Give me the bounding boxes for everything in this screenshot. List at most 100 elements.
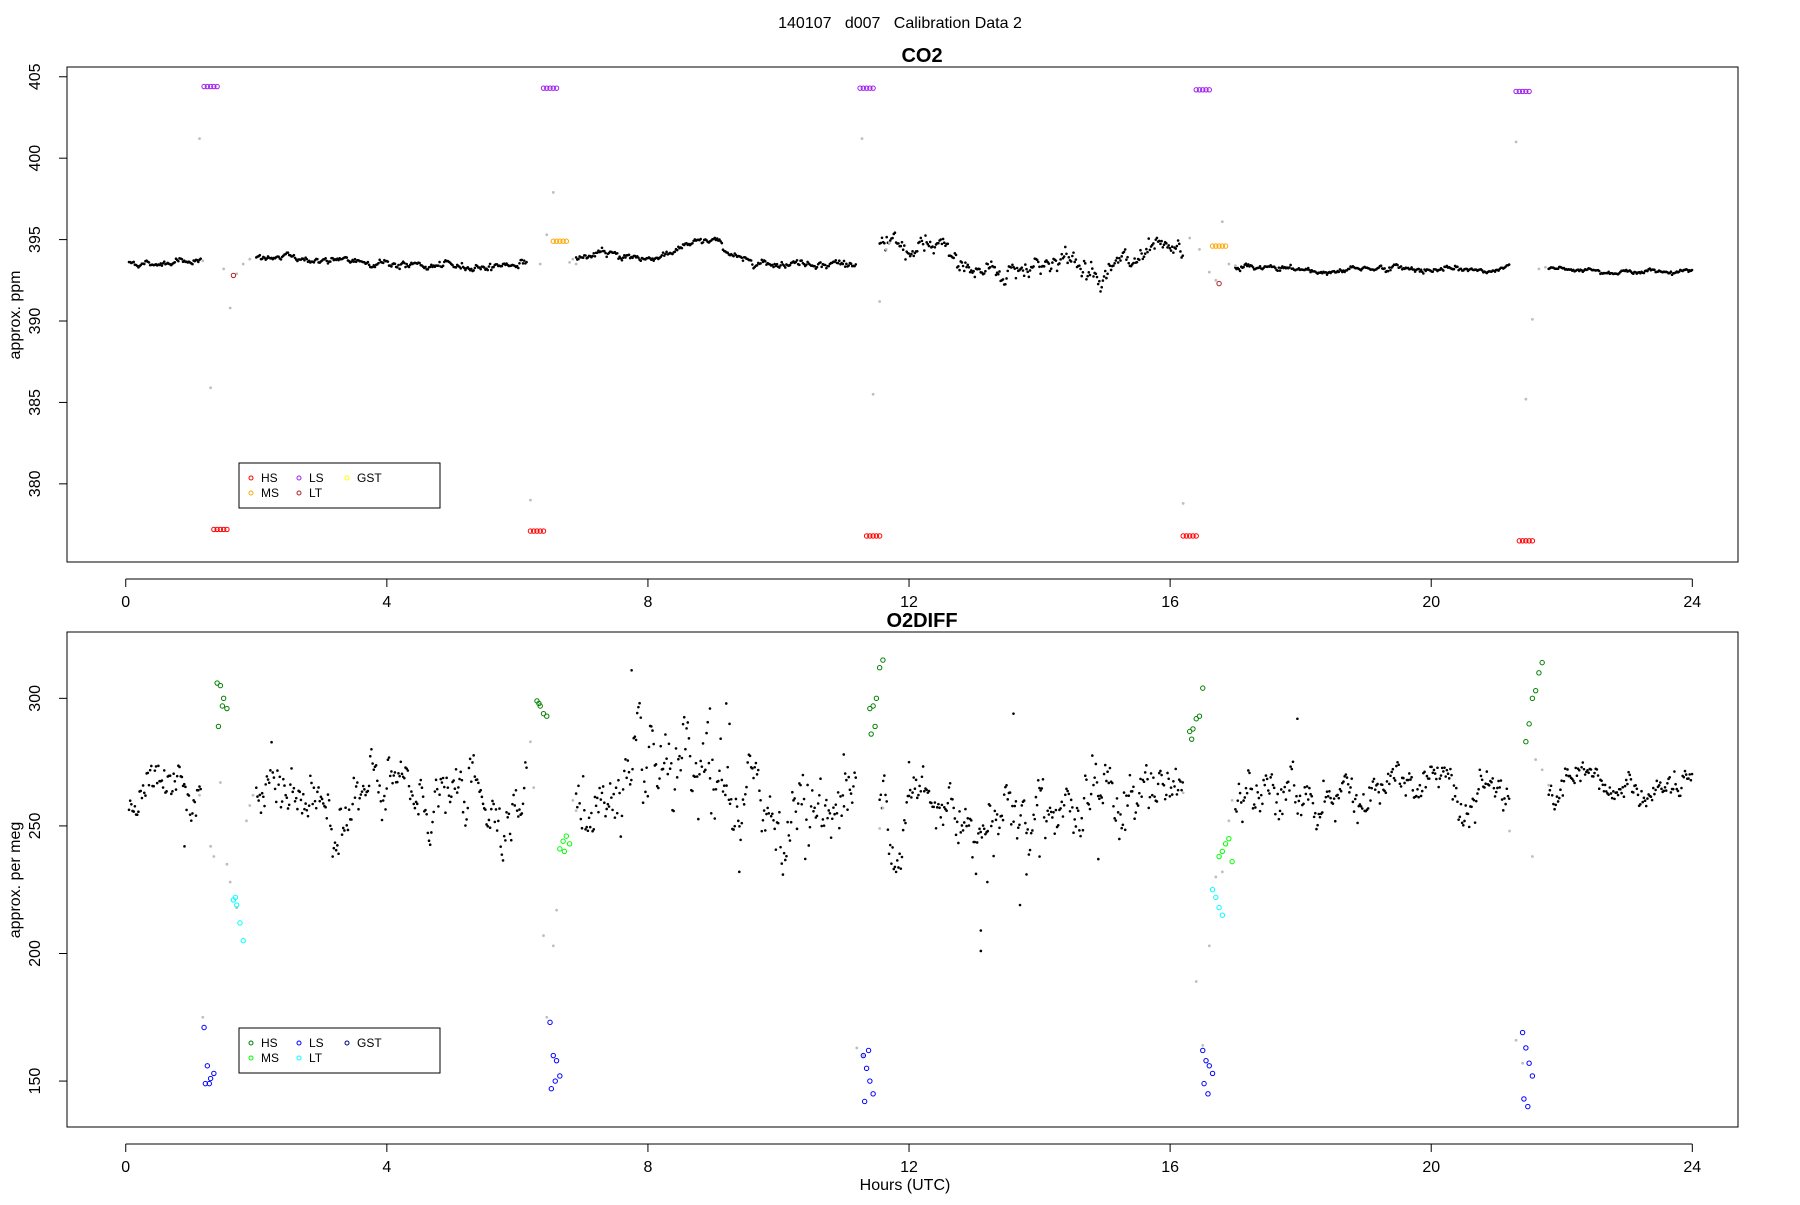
o2diff-ambient-point xyxy=(945,809,948,813)
o2diff-ambient-point xyxy=(170,792,173,796)
o2diff-hs-point xyxy=(1190,726,1196,732)
co2-ambient-point xyxy=(627,253,631,257)
o2diff-ambient-point xyxy=(477,781,480,785)
o2diff-ambient-point xyxy=(808,825,812,829)
co2-ambient-point xyxy=(577,257,580,261)
o2diff-ambient-point xyxy=(919,789,923,793)
o2diff-ambient-point xyxy=(325,816,329,820)
o2diff-ambient-point xyxy=(604,814,607,818)
o2diff-ambient-point xyxy=(821,818,825,821)
o2diff-ambient-point xyxy=(1500,798,1504,801)
o2diff-ambient-point xyxy=(688,754,692,758)
o2diff-ambient-point xyxy=(254,786,258,790)
o2diff-ambient-point xyxy=(783,858,787,862)
co2-ambient-point xyxy=(1396,263,1399,267)
o2diff-ambient-point xyxy=(706,720,710,724)
o2diff-ambient-point xyxy=(677,757,680,761)
o2diff-ambient-point xyxy=(399,760,403,764)
co2-ambient-point xyxy=(1042,265,1046,268)
o2diff-ambient-point xyxy=(1627,770,1630,774)
o2diff-ambient-point xyxy=(1643,799,1647,803)
co2-ambient-point xyxy=(521,262,525,265)
o2diff-ambient-point xyxy=(782,851,786,855)
o2diff-ambient-point xyxy=(358,796,361,800)
o2diff-ambient-point xyxy=(1127,794,1131,797)
o2diff-ambient-point xyxy=(415,802,419,806)
co2-ambient-point xyxy=(885,235,889,239)
o2diff-hs-point xyxy=(1187,728,1193,735)
o2diff-ambient-point xyxy=(1014,800,1018,803)
co2-hs-point xyxy=(1516,538,1523,544)
o2diff-ambient-point xyxy=(524,761,527,764)
o2diff-ambient-point xyxy=(357,807,360,811)
o2diff-ambient-point xyxy=(1580,765,1583,769)
o2diff-ambient-point xyxy=(1121,823,1125,827)
o2diff-ambient-point xyxy=(445,776,448,780)
co2-ambient-point xyxy=(1074,258,1078,261)
o2diff-ambient-point xyxy=(1548,788,1552,792)
o2diff-x-tick-label: 20 xyxy=(1422,1159,1440,1176)
o2diff-ambient-point xyxy=(1373,788,1377,791)
co2-legend-box xyxy=(238,462,441,509)
o2diff-ambient-point xyxy=(1147,806,1151,810)
co2-ambient-point xyxy=(1083,262,1087,265)
o2diff-ambient-point xyxy=(1556,800,1560,803)
o2diff-ambient-point xyxy=(1396,760,1399,764)
o2diff-ambient-point xyxy=(1039,789,1042,792)
co2-ambient-point xyxy=(470,267,473,271)
o2diff-ambient-point xyxy=(327,799,331,802)
o2diff-ambient-point xyxy=(1296,717,1299,721)
co2-ambient-point xyxy=(942,241,946,245)
o2diff-ambient-point xyxy=(314,806,318,810)
co2-ambient-point xyxy=(1073,260,1076,264)
o2diff-ambient-point xyxy=(514,788,518,792)
o2diff-ambient-point xyxy=(341,826,345,830)
o2diff-ambient-point xyxy=(1430,765,1433,769)
o2diff-ambient-point xyxy=(1485,770,1489,773)
co2-ambient-point xyxy=(378,258,381,262)
o2diff-ambient-point xyxy=(1150,793,1154,797)
co2-ambient-point xyxy=(621,256,625,260)
o2diff-ambient-point xyxy=(603,801,606,805)
co2-ambient-point xyxy=(599,250,603,253)
co2-x-tick-label: 16 xyxy=(1161,594,1179,611)
o2diff-ambient-point xyxy=(1641,800,1645,804)
co2-ambient-point xyxy=(292,253,296,257)
o2diff-transition-point xyxy=(1207,944,1211,948)
co2-ambient-point xyxy=(1066,261,1069,265)
o2diff-ambient-point xyxy=(1012,820,1015,823)
o2diff-ambient-point xyxy=(907,794,911,798)
co2-transition-point xyxy=(878,300,882,303)
co2-ambient-point xyxy=(451,263,454,267)
o2diff-ambient-point xyxy=(805,818,808,821)
co2-hs-point xyxy=(876,533,883,539)
co2-transition-point xyxy=(1188,236,1192,240)
co2-ambient-point xyxy=(459,267,463,270)
o2diff-ambient-point xyxy=(1114,819,1118,822)
co2-ambient-point xyxy=(1157,239,1161,243)
co2-ambient-point xyxy=(823,263,827,267)
o2diff-ambient-point xyxy=(1662,789,1666,793)
o2diff-ambient-point xyxy=(386,758,390,762)
o2diff-ambient-point xyxy=(759,798,762,802)
o2diff-ambient-point xyxy=(1004,785,1007,789)
o2diff-ambient-point xyxy=(1270,773,1274,776)
o2diff-ambient-point xyxy=(606,802,610,806)
o2diff-ambient-point xyxy=(346,828,350,832)
o2diff-ls-point xyxy=(863,1065,870,1072)
o2diff-ambient-point xyxy=(975,841,979,844)
o2diff-ambient-point xyxy=(1501,809,1505,812)
o2diff-ambient-point xyxy=(1660,787,1663,791)
o2diff-ambient-point xyxy=(481,802,485,806)
o2diff-ambient-point xyxy=(1498,786,1502,789)
o2diff-ambient-point xyxy=(1663,785,1667,789)
co2-ambient-point xyxy=(604,251,607,255)
o2diff-ambient-point xyxy=(901,828,905,832)
o2diff-ambient-point xyxy=(614,786,618,790)
co2-transition-point xyxy=(1181,501,1185,505)
o2diff-ambient-point xyxy=(711,758,714,762)
o2diff-ambient-point xyxy=(1484,782,1487,786)
co2-ls-point xyxy=(207,83,214,90)
co2-ambient-point xyxy=(1155,236,1159,240)
co2-ambient-point xyxy=(1004,282,1007,286)
